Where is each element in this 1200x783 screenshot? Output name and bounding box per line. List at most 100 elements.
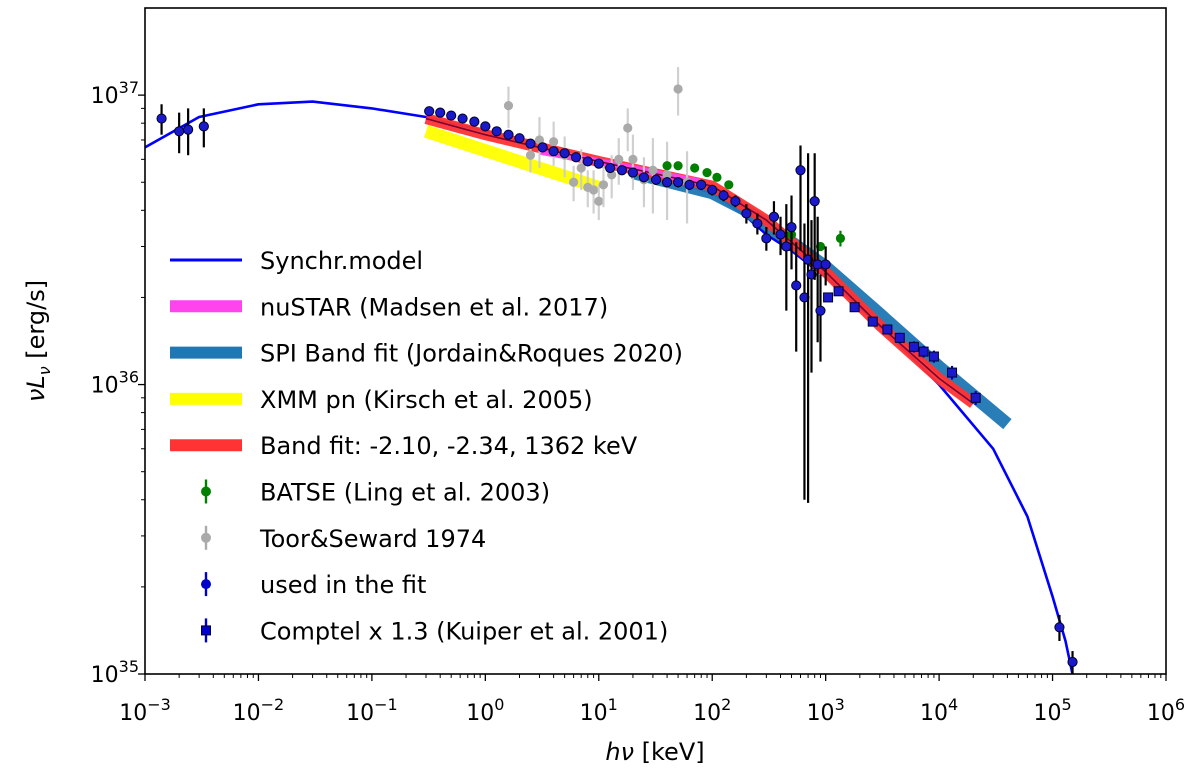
data-point: [815, 305, 826, 316]
x-tick-exp: 1: [608, 695, 618, 714]
data-point: [650, 174, 662, 185]
data-point: [616, 165, 628, 176]
data-point: [918, 346, 929, 357]
y-tick-label: 1037: [91, 78, 139, 109]
x-tick-base: 10: [233, 701, 261, 726]
legend-swatch-marker: [201, 579, 211, 590]
y-tick-exp: 36: [119, 368, 139, 387]
y-tick-label: 1035: [91, 657, 139, 688]
legend-swatch-marker: [201, 532, 211, 543]
data-point: [752, 218, 763, 229]
y-axis-label-sub: ν: [35, 366, 54, 375]
data-point: [730, 196, 741, 207]
x-tick-exp: −2: [261, 695, 285, 714]
data-point: [569, 177, 579, 187]
data-point: [673, 161, 683, 171]
y-axis-label-main: νL: [22, 375, 50, 402]
data-point: [661, 177, 673, 188]
series-band-xmm-pn: [423, 125, 601, 194]
x-tick-label: 104: [920, 695, 958, 726]
data-point: [882, 324, 893, 335]
x-tick-exp: 3: [835, 695, 845, 714]
x-tick-label: 10−2: [233, 695, 285, 726]
data-point: [156, 113, 167, 124]
data-point: [809, 196, 820, 207]
data-point: [559, 148, 570, 159]
data-point: [549, 137, 559, 147]
x-tick-exp: 4: [948, 695, 958, 714]
legend-label: Band fit: -2.10, -2.34, 1362 keV: [260, 432, 638, 460]
data-point: [684, 179, 695, 190]
axes-frame: [144, 7, 1167, 675]
data-point: [775, 229, 786, 240]
data-point: [614, 154, 624, 164]
data-point: [696, 179, 707, 190]
data-point: [627, 167, 639, 178]
data-point: [638, 172, 650, 183]
data-point: [724, 180, 734, 190]
x-tick-exp: 0: [494, 695, 504, 714]
data-point: [761, 233, 772, 244]
data-point: [491, 126, 502, 137]
x-tick-base: 10: [466, 701, 494, 726]
data-point: [928, 351, 939, 362]
y-axis-label: νLν [erg/s]: [22, 280, 54, 402]
data-point: [534, 135, 545, 145]
data-point: [605, 162, 616, 174]
x-tick-base: 10: [119, 701, 147, 726]
data-point: [594, 196, 604, 206]
data-point: [598, 180, 609, 190]
data-point: [835, 233, 846, 243]
data-point: [741, 208, 752, 219]
x-tick-label: 10−3: [119, 695, 171, 726]
x-tick-label: 101: [580, 695, 618, 726]
data-point: [183, 124, 194, 135]
data-point: [833, 286, 844, 297]
legend-item: used in the fit: [201, 571, 426, 599]
data-point: [514, 133, 525, 144]
legend-label: BATSE (Ling et al. 2003): [260, 479, 550, 507]
legend-item: Synchr.model: [170, 247, 423, 275]
y-tick-label: 1036: [91, 368, 139, 399]
x-tick-label: 100: [466, 695, 504, 726]
x-tick-exp: 6: [1175, 695, 1185, 714]
data-point: [174, 126, 185, 137]
axis-ticks: [138, 94, 1167, 681]
series-used-in-the-fit: [156, 104, 1078, 674]
legend-item: XMM pn (Kirsch et al. 2005): [170, 386, 593, 414]
y-axis-label-unit: [erg/s]: [22, 280, 50, 366]
legend-label: Synchr.model: [260, 247, 423, 275]
data-point: [702, 167, 712, 178]
data-point: [662, 170, 672, 180]
data-point: [908, 341, 919, 352]
x-tick-base: 10: [1147, 701, 1175, 726]
x-tick-base: 10: [807, 701, 835, 726]
data-point: [503, 129, 514, 140]
data-point: [894, 332, 905, 343]
data-point: [480, 121, 491, 132]
legend-item: SPI Band fit (Jordain&Roques 2020): [170, 340, 683, 368]
data-point: [525, 150, 536, 160]
x-axis-label-main: hν: [605, 738, 634, 766]
x-tick-exp: 5: [1061, 695, 1071, 714]
legend-item: nuSTAR (Madsen et al. 2017): [170, 293, 608, 321]
legend: Synchr.model nuSTAR (Madsen et al. 2017) S…: [170, 247, 683, 645]
data-point: [786, 221, 797, 233]
x-tick-base: 10: [693, 701, 721, 726]
x-tick-base: 10: [1033, 701, 1061, 726]
y-tick-base: 10: [91, 374, 119, 399]
x-tick-label: 106: [1147, 695, 1185, 726]
data-point: [947, 367, 958, 378]
data-point: [1054, 622, 1065, 633]
legend-swatch-marker: [201, 625, 211, 636]
data-point: [435, 107, 446, 118]
data-point: [593, 158, 604, 169]
y-tick-exp: 35: [119, 657, 139, 676]
data-point: [198, 121, 209, 132]
series-line-band-fit-centre: [425, 117, 974, 405]
data-point: [446, 110, 457, 121]
x-tick-exp: −1: [374, 695, 398, 714]
data-point: [718, 190, 729, 201]
legend-label: Comptel x 1.3 (Kuiper et al. 2001): [260, 617, 668, 645]
